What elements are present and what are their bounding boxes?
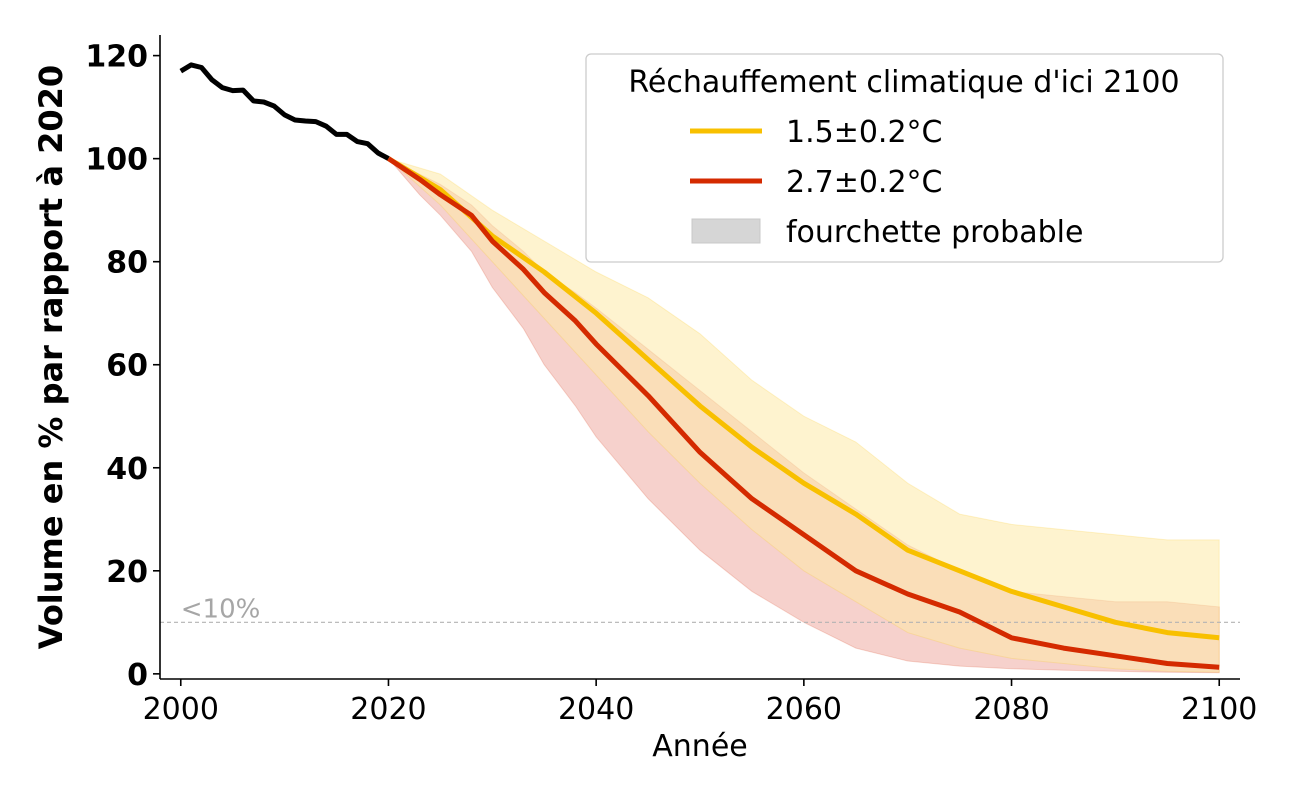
uncertainty-bands [388, 158, 1220, 674]
legend-entry-label: 2.7±0.2°C [786, 165, 943, 200]
line-1-5 [387, 156, 1220, 641]
x-tick-label: 2100 [1181, 692, 1257, 727]
line-2-7 [387, 156, 1220, 670]
y-tick-label: 40 [106, 452, 148, 487]
y-tick-label: 20 [106, 555, 148, 590]
historical-line [179, 62, 390, 161]
band-1-5 [388, 158, 1220, 673]
x-axis-label: Année [652, 729, 747, 764]
legend-swatch-patch [691, 218, 761, 244]
y-axis-label: Volume en % par rapport à 2020 [32, 65, 70, 649]
x-tick-label: 2080 [973, 692, 1049, 727]
series-lines [179, 62, 1220, 670]
reference-line-label: <10% [181, 594, 261, 624]
x-tick-label: 2000 [143, 692, 219, 727]
y-tick-label: 100 [85, 143, 148, 178]
legend: Réchauffement climatique d'ici 2100 1.5±… [585, 53, 1224, 263]
y-tick-label: 60 [106, 349, 148, 384]
y-tick-label: 120 [85, 40, 148, 75]
axes [153, 35, 1240, 686]
y-tick-label: 0 [127, 658, 148, 693]
x-tick-label: 2060 [766, 692, 842, 727]
x-tick-label: 2020 [350, 692, 426, 727]
legend-entries: 1.5±0.2°C 2.7±0.2°C fourchette probable [690, 115, 1083, 250]
legend-entry-label: fourchette probable [786, 215, 1083, 250]
legend-entry-label: 1.5±0.2°C [786, 115, 943, 150]
x-tick-label: 2040 [558, 692, 634, 727]
legend-title: Réchauffement climatique d'ici 2100 [628, 65, 1179, 100]
legend-frame [585, 53, 1224, 263]
y-tick-label: 80 [106, 246, 148, 281]
